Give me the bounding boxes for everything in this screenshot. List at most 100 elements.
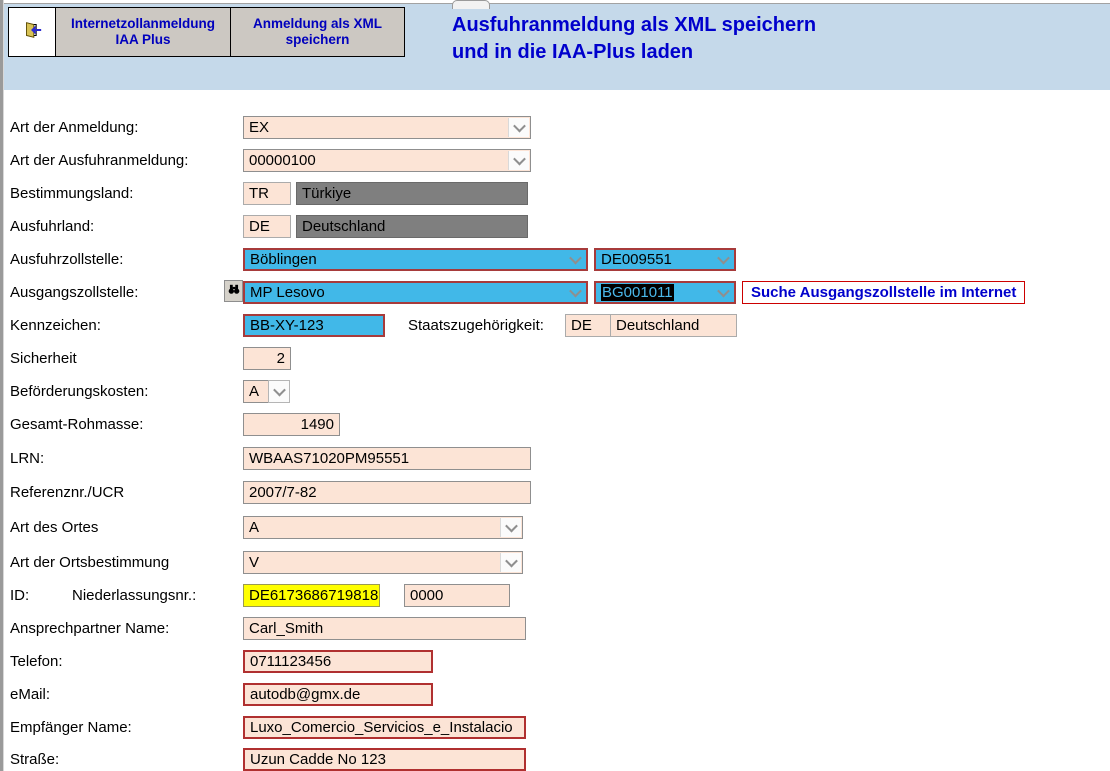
field-label: eMail: [10,686,51,703]
field-label: Telefon: [10,653,63,670]
row-kennzeichen: Kennzeichen: BB-XY-123 Staatszugehörigke… [0,314,1110,337]
chevron-down-icon [500,518,521,537]
befoerderungskosten-dropdown-button[interactable] [268,380,290,403]
field-label: Ausfuhrland: [10,218,95,235]
field-label: Kennzeichen: [10,317,101,334]
row-strasse: Straße: Uzun Cadde No 123 [0,748,1110,771]
field-label: Empfänger Name: [10,719,132,736]
chevron-down-icon [713,284,733,301]
chevron-down-icon [272,383,286,397]
field-label: Staatszugehörigkeit: [408,317,544,334]
row-ausfuhrland: Ausfuhrland: DE Deutschland [0,215,1110,238]
row-ausgangszollstelle: Ausgangszollstelle: MP Lesovo BG001011 S… [0,280,1110,304]
selected-value: EX [249,119,270,136]
selected-value: DE009551 [601,251,672,268]
field-label: ID: [10,587,30,604]
ausgangszollstelle-code-select[interactable]: BG001011 [594,281,736,304]
niederlassungsnr-input[interactable]: 0000 [404,584,510,607]
selected-value: 00000100 [249,152,316,169]
field-label: Beförderungskosten: [10,383,149,400]
row-art-der-ortsbestimmung: Art der Ortsbestimmung V [0,551,1110,574]
field-label: LRN: [10,450,45,467]
row-email: eMail: autodb@gmx.de [0,683,1110,706]
chevron-down-icon [508,151,529,170]
ausfuhrzollstelle-select[interactable]: Böblingen [243,248,588,271]
ansprechpartner-input[interactable]: Carl_Smith [243,617,526,640]
art-der-ortsbestimmung-select[interactable]: V [243,551,523,574]
page-title-line1: Ausfuhranmeldung als XML speichern [452,14,817,36]
window-tab-fragment [452,0,490,9]
strasse-input[interactable]: Uzun Cadde No 123 [243,748,526,771]
gesamt-rohmasse-input[interactable]: 1490 [243,413,340,436]
telefon-input[interactable]: 0711123456 [243,650,433,673]
field-label: Ausfuhrzollstelle: [10,251,124,268]
binoculars-icon [227,282,241,301]
id-input[interactable]: DE617368671981869 [243,584,380,607]
selected-value: V [249,554,260,571]
lrn-input[interactable]: WBAAS71020PM95551 [243,447,531,470]
selected-value: MP Lesovo [250,284,325,301]
window-left-edge [0,0,4,771]
chevron-down-icon [508,118,529,137]
button-anmeldung-xml-speichern[interactable]: Anmeldung als XML speichern [230,8,404,56]
field-label: Art der Ausfuhranmeldung: [10,152,189,169]
art-der-ausfuhranmeldung-select[interactable]: 00000100 [243,149,531,172]
toolbar: Internetzollanmeldung IAA Plus Anmeldung… [8,7,405,57]
exit-button[interactable] [9,8,55,56]
row-lrn: LRN: WBAAS71020PM95551 [0,447,1110,470]
field-label: Art des Ortes [10,519,99,536]
art-des-ortes-select[interactable]: A [243,516,523,539]
row-gesamt-rohmasse: Gesamt-Rohmasse: 1490 [0,413,1110,436]
staatszugehoerigkeit-name: Deutschland [610,314,737,337]
field-label: Art der Anmeldung: [10,119,139,136]
link-suche-ausgangszollstelle[interactable]: Suche Ausgangszollstelle im Internet [742,281,1026,304]
ausfuhrzollstelle-code-select[interactable]: DE009551 [594,248,736,271]
sicherheit-input[interactable]: 2 [243,347,291,370]
field-label: Bestimmungsland: [10,185,134,202]
chevron-down-icon [565,251,585,268]
selected-value: A [249,519,260,536]
selected-value: Böblingen [250,251,317,268]
field-label: Straße: [10,751,60,768]
field-label: Referenznr./UCR [10,484,125,501]
referenznr-input[interactable]: 2007/7-82 [243,481,531,504]
ausgangszollstelle-select[interactable]: MP Lesovo [243,281,588,304]
field-label: Art der Ortsbestimmung [10,554,170,571]
staatszugehoerigkeit-code-input[interactable]: DE [565,314,611,337]
row-befoerderungskosten: Beförderungskosten: A [0,380,1110,403]
chevron-down-icon [500,553,521,572]
befoerderungskosten-input[interactable]: A [243,380,269,403]
row-art-der-anmeldung: Art der Anmeldung: EX [0,116,1110,139]
row-id-niederlassungsnr: ID: Niederlassungsnr.: DE617368671981869… [0,584,1110,607]
row-bestimmungsland: Bestimmungsland: TR Türkiye [0,182,1110,205]
art-der-anmeldung-select[interactable]: EX [243,116,531,139]
email-input[interactable]: autodb@gmx.de [243,683,433,706]
page-title-line2: und in die IAA-Plus laden [452,41,694,63]
field-label: Gesamt-Rohmasse: [10,416,144,433]
row-referenznr: Referenznr./UCR 2007/7-82 [0,481,1110,504]
bestimmungsland-code-input[interactable]: TR [243,182,291,205]
kennzeichen-input[interactable]: BB-XY-123 [243,314,385,337]
search-zollstelle-button[interactable] [224,280,243,302]
empfaenger-name-input[interactable]: Luxo_Comercio_Servicios_e_Instalacio [243,716,526,739]
row-art-des-ortes: Art des Ortes A [0,516,1110,539]
chevron-down-icon [565,284,585,301]
row-sicherheit: Sicherheit 2 [0,347,1110,370]
bestimmungsland-name: Türkiye [296,182,528,205]
row-art-der-ausfuhranmeldung: Art der Ausfuhranmeldung: 00000100 [0,149,1110,172]
row-empfaenger: Empfänger Name: Luxo_Comercio_Servicios_… [0,716,1110,739]
page-title: Ausfuhranmeldung als XML speichern und i… [452,12,816,66]
field-label: Sicherheit [10,350,77,367]
field-label: Niederlassungsnr.: [72,587,197,604]
row-telefon: Telefon: 0711123456 [0,650,1110,673]
button-internetzollanmeldung[interactable]: Internetzollanmeldung IAA Plus [55,8,230,56]
row-ansprechpartner: Ansprechpartner Name: Carl_Smith [0,617,1110,640]
exit-door-icon [21,19,43,46]
field-label: Ansprechpartner Name: [10,620,170,637]
ausfuhrland-name: Deutschland [296,215,528,238]
chevron-down-icon [713,251,733,268]
field-label: Ausgangszollstelle: [10,284,139,301]
row-ausfuhrzollstelle: Ausfuhrzollstelle: Böblingen DE009551 [0,248,1110,271]
ausfuhrland-code-input[interactable]: DE [243,215,291,238]
